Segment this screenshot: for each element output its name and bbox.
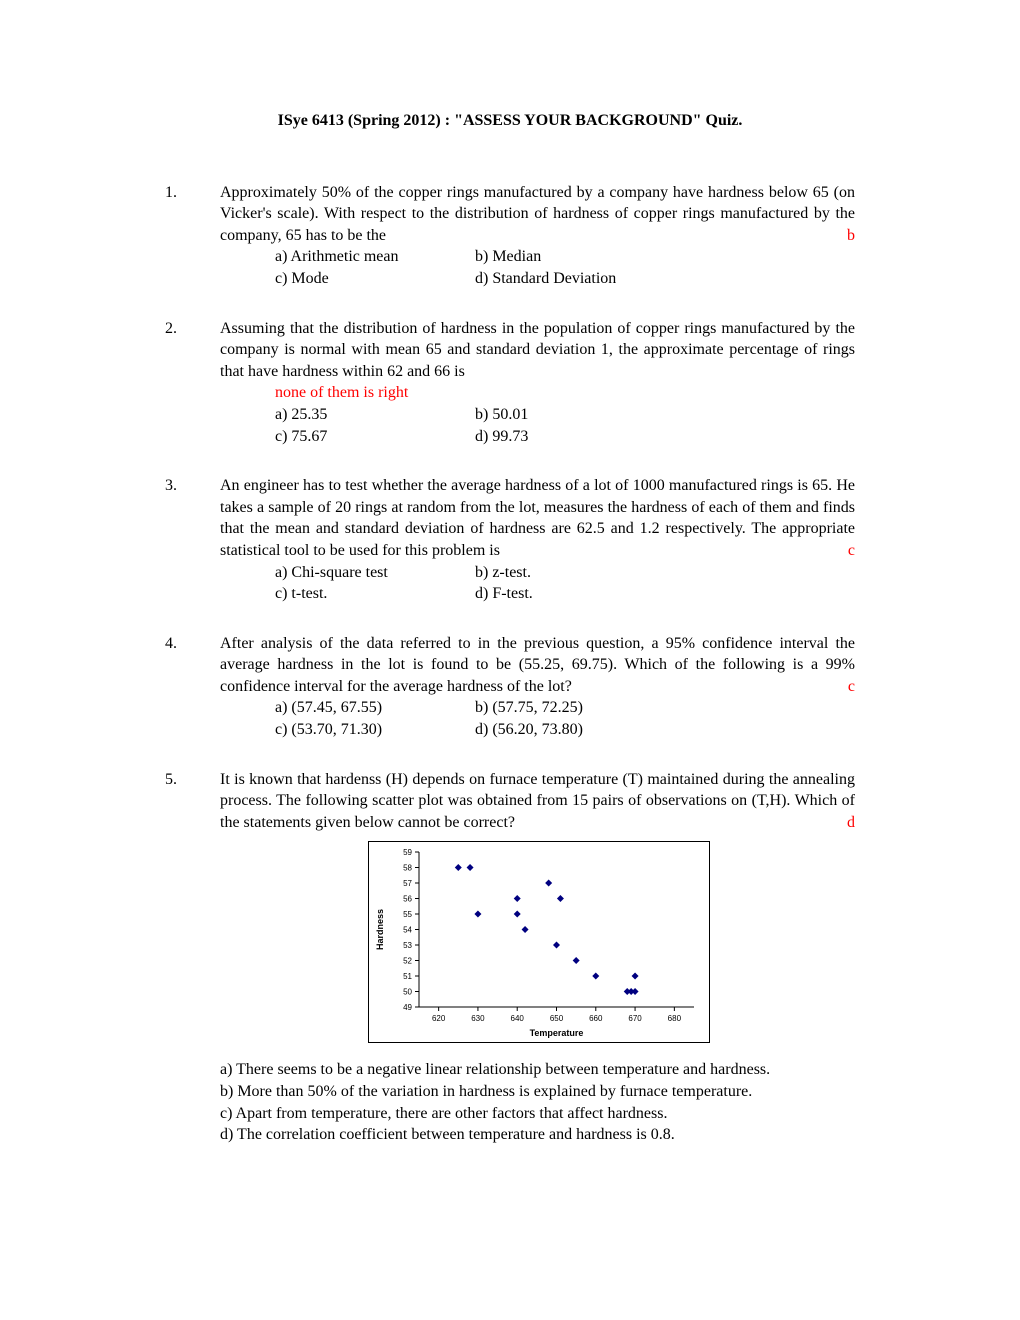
question-4: 4. After analysis of the data referred t… (165, 633, 855, 741)
question-3: 3. An engineer has to test whether the a… (165, 475, 855, 605)
scatter-chart: 49 50 51 52 53 54 55 56 57 58 59 620 630 640 650 660 670… (368, 841, 708, 1043)
question-number: 1. (165, 182, 220, 290)
option-c: c) (53.70, 71.30) (275, 719, 475, 741)
option-c: c) 75.67 (275, 426, 475, 448)
option-a: a) Chi-square test (275, 562, 475, 584)
option-a: a) Arithmetic mean (275, 246, 475, 268)
answer-marker: b (847, 225, 855, 247)
svg-text:Temperature: Temperature (529, 1028, 583, 1038)
sub-option-c: c) Apart from temperature, there are oth… (220, 1103, 855, 1125)
svg-text:680: 680 (667, 1014, 681, 1023)
option-d: d) F-test. (475, 583, 855, 605)
svg-text:53: 53 (403, 941, 412, 950)
question-2: 2. Assuming that the distribution of har… (165, 318, 855, 448)
svg-text:51: 51 (403, 972, 412, 981)
option-d: d) Standard Deviation (475, 268, 855, 290)
sub-option-a: a) There seems to be a negative linear r… (220, 1059, 855, 1081)
svg-text:56: 56 (403, 895, 412, 904)
svg-text:630: 630 (471, 1014, 485, 1023)
sub-option-b: b) More than 50% of the variation in har… (220, 1081, 855, 1103)
svg-text:640: 640 (510, 1014, 524, 1023)
svg-text:52: 52 (403, 957, 412, 966)
svg-text:57: 57 (403, 879, 412, 888)
question-number: 2. (165, 318, 220, 448)
question-text: Approximately 50% of the copper rings ma… (220, 184, 855, 244)
option-d: d) (56.20, 73.80) (475, 719, 855, 741)
option-b: b) (57.75, 72.25) (475, 697, 855, 719)
option-a: a) 25.35 (275, 404, 475, 426)
question-number: 5. (165, 769, 220, 1146)
svg-text:50: 50 (403, 988, 412, 997)
svg-text:650: 650 (549, 1014, 563, 1023)
svg-text:59: 59 (403, 848, 412, 857)
question-text: Assuming that the distribution of hardne… (220, 320, 855, 380)
option-c: c) t-test. (275, 583, 475, 605)
question-text: An engineer has to test whether the aver… (220, 477, 855, 559)
sub-option-d: d) The correlation coefficient between t… (220, 1124, 855, 1146)
svg-text:49: 49 (403, 1003, 412, 1012)
question-1: 1. Approximately 50% of the copper rings… (165, 182, 855, 290)
option-a: a) (57.45, 67.55) (275, 697, 475, 719)
answer-marker: c (848, 540, 855, 562)
option-d: d) 99.73 (475, 426, 855, 448)
svg-text:660: 660 (589, 1014, 603, 1023)
question-text: After analysis of the data referred to i… (220, 635, 855, 695)
question-5: 5. It is known that hardenss (H) depends… (165, 769, 855, 1146)
answer-marker: c (848, 676, 855, 698)
option-c: c) Mode (275, 268, 475, 290)
question-number: 4. (165, 633, 220, 741)
svg-text:670: 670 (628, 1014, 642, 1023)
option-b: b) 50.01 (475, 404, 855, 426)
svg-text:620: 620 (431, 1014, 445, 1023)
svg-text:Hardness: Hardness (375, 909, 385, 950)
option-b: b) z-test. (475, 562, 855, 584)
question-text: It is known that hardenss (H) depends on… (220, 771, 855, 831)
question-number: 3. (165, 475, 220, 605)
svg-text:54: 54 (403, 926, 412, 935)
page-title: ISye 6413 (Spring 2012) : "ASSESS YOUR B… (165, 110, 855, 132)
svg-text:58: 58 (403, 864, 412, 873)
answer-note: none of them is right (275, 382, 855, 404)
svg-text:55: 55 (403, 910, 412, 919)
option-b: b) Median (475, 246, 855, 268)
answer-marker: d (847, 812, 855, 834)
